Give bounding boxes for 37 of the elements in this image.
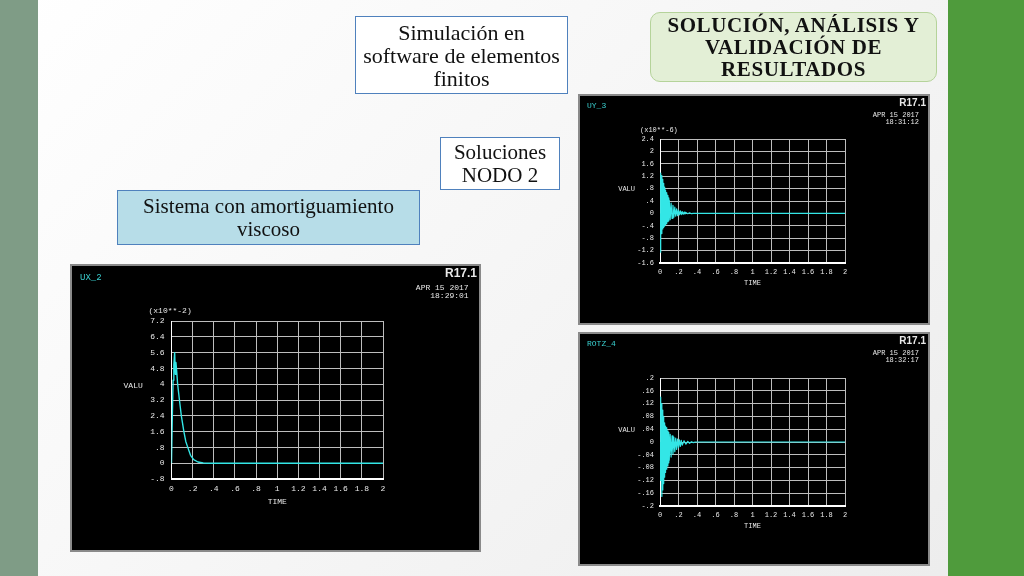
- x-tick-label: .4: [209, 484, 219, 494]
- y-tick-label: 4.8: [150, 363, 165, 373]
- x-tick-label: 2: [380, 484, 386, 494]
- text: R17.1: [899, 334, 927, 346]
- x-tick-label: 1.2: [291, 484, 306, 494]
- y-tick-label: 6.4: [150, 331, 165, 341]
- chart-title: ROTZ_4: [587, 339, 616, 349]
- text: R17.1: [899, 96, 927, 108]
- text: R17.1: [444, 266, 478, 281]
- y-axis-title: VALU: [123, 381, 143, 391]
- y-tick-label: 0: [159, 458, 165, 468]
- text: Soluciones NODO 2: [443, 139, 557, 187]
- chart-title: UY_3: [587, 101, 607, 111]
- y-tick-label: 7.2: [150, 316, 165, 326]
- x-tick-label: 1: [274, 484, 280, 494]
- x-tick-label: .2: [187, 484, 198, 494]
- x-tick-label: 1.4: [312, 484, 327, 494]
- x-tick-label: .6: [230, 484, 240, 494]
- x-tick-label: 0: [169, 484, 175, 494]
- y-tick-label: -.8: [150, 474, 165, 484]
- text: 18:29:01: [430, 291, 469, 301]
- x-tick-label: 1.8: [354, 484, 370, 494]
- text: APR 15 2017: [415, 282, 469, 292]
- text: (x10**-2): [148, 305, 192, 315]
- x-tick-label: 1.6: [333, 484, 349, 494]
- text: UX_2: [80, 272, 102, 283]
- y-tick-label: 2.4: [150, 410, 165, 420]
- y-tick-label: 4: [159, 379, 165, 389]
- text: Sistema con amortiguamiento viscoso: [142, 193, 395, 241]
- x-axis-title: TIME: [267, 497, 288, 507]
- x-tick-label: .8: [251, 484, 262, 494]
- y-tick-label: 3.2: [150, 395, 165, 405]
- text: SOLUCIÓN, ANÁLISIS Y VALIDACIÓN DE RESULTADOS: [653, 13, 934, 81]
- y-tick-label: 1.6: [150, 426, 165, 436]
- y-tick-label: .8: [154, 442, 165, 452]
- text: Simulación en software de elementos finitos: [362, 19, 561, 91]
- y-tick-label: 5.6: [150, 347, 165, 357]
